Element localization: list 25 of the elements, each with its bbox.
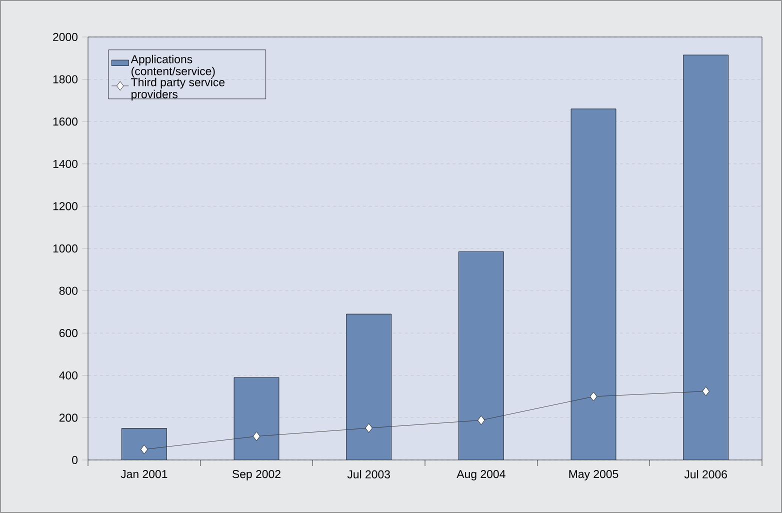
y-tick-label: 1800 [53, 75, 78, 84]
point [702, 386, 710, 396]
point [478, 416, 485, 425]
legend-label: Applications (content/service) [130, 54, 215, 78]
y-tick-label: 1600 [53, 118, 78, 126]
x-tick-label: Aug 2004 [456, 470, 506, 480]
y-tick-label: 800 [59, 286, 78, 295]
y-tick-label: 0 [72, 456, 78, 464]
x-tick-label: May 2005 [569, 470, 618, 480]
y-tick-label: 400 [59, 371, 78, 380]
x-tick-label: Jul 2003 [347, 470, 390, 478]
y-tick-label: 200 [59, 414, 78, 422]
y-tick-label: 1000 [53, 244, 78, 253]
x-tick-label: Jul 2006 [684, 470, 727, 478]
point [252, 432, 260, 441]
x-tick-label: Jan 2001 [120, 470, 168, 478]
point [140, 444, 148, 454]
x-tick-label: Sep 2002 [232, 470, 280, 480]
y-tick-label: 2000 [53, 32, 78, 42]
y-tick-label: 600 [59, 329, 78, 338]
point [365, 423, 372, 433]
y-tick-label: 1200 [53, 202, 78, 210]
y-tick-label: 1400 [53, 160, 78, 168]
point [590, 392, 598, 402]
legend-label: Third party service providers [131, 78, 225, 101]
